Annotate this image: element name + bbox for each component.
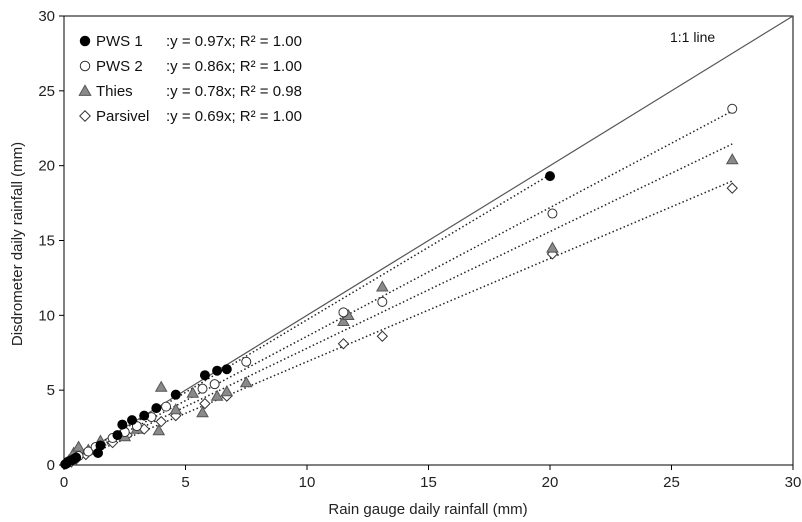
data-point [210,389,224,401]
data-point [199,370,210,381]
data-point [71,452,82,463]
data-point [725,153,739,165]
data-point [152,424,166,436]
y-tick-label: 0 [47,457,55,474]
data-point [154,380,168,392]
data-point [337,314,350,326]
legend-marker [79,110,91,122]
one-to-one-line [63,15,794,466]
data-point [95,440,106,451]
y-tick-label: 15 [38,233,55,250]
data-point [83,446,94,457]
data-point [377,296,388,307]
data-point [155,415,167,428]
legend-marker [79,35,91,47]
trendline [63,143,733,466]
legend-marker [79,60,91,72]
data-point [197,383,208,394]
y-tick-label: 10 [38,307,55,324]
data-point [112,430,123,441]
data-point [170,389,181,400]
legend-equation: :y = 0.69x; R² = 1.00 [166,108,302,125]
data-point [199,397,211,410]
one-to-one-line-label: 1:1 line [670,29,715,45]
data-point [127,415,138,426]
data-point [221,364,232,375]
data-point [727,103,738,114]
data-point [72,440,85,452]
data-point [545,171,555,182]
y-tick-label: 25 [38,83,55,100]
data-point [337,338,350,350]
y-axis-label: Disdrometer daily rainfall (mm) [9,142,26,346]
x-tick-label: 30 [785,474,802,491]
points-layer [60,103,739,470]
legend-series-name: PWS 1 [96,33,143,50]
data-point [139,410,150,421]
data-point [196,406,209,418]
x-tick-label: 20 [542,474,559,491]
legend-equation: :y = 0.78x; R² = 0.98 [166,83,302,100]
data-point [169,403,183,415]
data-point [338,307,349,318]
y-tick-label: 20 [38,158,55,175]
data-point [117,419,128,430]
axes-layer: 0 5 10 15 20 25 30 0 5 10 15 20 25 30 [38,8,801,491]
data-point [547,208,558,219]
x-tick-label: 0 [60,474,68,491]
legend-equation: :y = 0.97x; R² = 1.00 [166,33,302,50]
legend-series-name: Thies [96,83,133,100]
data-point [220,385,234,397]
legend-series-name: PWS 2 [96,58,143,75]
data-point [376,330,389,342]
legend-layer: PWS 1 :y = 0.97x; R² = 1.00 PWS 2 :y = 0.86… [78,33,302,125]
data-point [726,182,738,194]
data-point [151,403,162,414]
data-point [212,365,223,376]
data-point [186,386,200,398]
x-axis-label: Rain gauge daily rainfall (mm) [328,501,527,518]
data-point [161,401,172,412]
x-tick-label: 25 [663,474,680,491]
x-tick-label: 10 [299,474,316,491]
data-point [241,356,252,367]
data-point [239,376,253,388]
data-point [546,241,559,253]
y-tick-label: 5 [47,382,55,399]
x-tick-label: 15 [420,474,437,491]
legend-marker [78,84,92,96]
legend-series-name: Parsivel [96,108,149,125]
legend-equation: :y = 0.86x; R² = 1.00 [166,58,302,75]
x-tick-label: 5 [181,474,189,491]
y-tick-label: 30 [38,8,55,25]
data-point [209,379,220,390]
trendline [63,110,733,466]
data-point [375,280,389,292]
